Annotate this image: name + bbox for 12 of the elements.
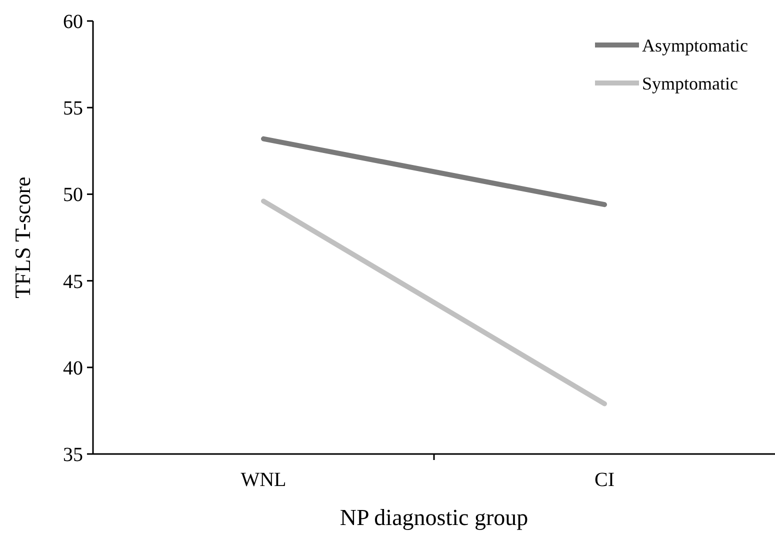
y-tick-label: 45 xyxy=(63,270,83,293)
x-tick-label: WNL xyxy=(240,469,286,491)
legend-label: Asymptomatic xyxy=(642,35,748,56)
legend-label: Symptomatic xyxy=(642,73,738,94)
y-tick-label: 50 xyxy=(63,184,83,206)
y-tick-label: 35 xyxy=(63,444,83,466)
x-tick-label: CI xyxy=(594,469,614,491)
y-tick-label: 40 xyxy=(63,357,83,380)
y-axis-title: TFLS T-score xyxy=(10,176,35,298)
y-tick-label: 60 xyxy=(63,11,83,33)
y-tick-label: 55 xyxy=(63,98,83,120)
x-axis-title: NP diagnostic group xyxy=(340,505,528,530)
